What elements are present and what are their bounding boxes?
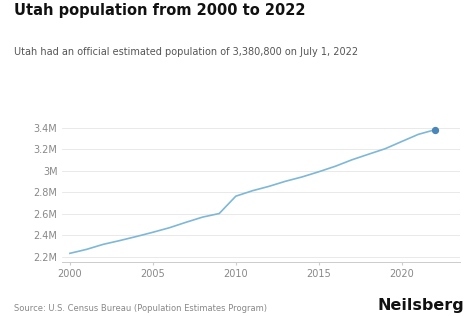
Point (431, 127, 439, 132)
Text: Neilsberg: Neilsberg (378, 298, 465, 313)
Text: Utah had an official estimated population of 3,380,800 on July 1, 2022: Utah had an official estimated populatio… (14, 47, 358, 58)
Text: Utah population from 2000 to 2022: Utah population from 2000 to 2022 (14, 3, 306, 18)
Text: Source: U.S. Census Bureau (Population Estimates Program): Source: U.S. Census Bureau (Population E… (14, 304, 267, 313)
